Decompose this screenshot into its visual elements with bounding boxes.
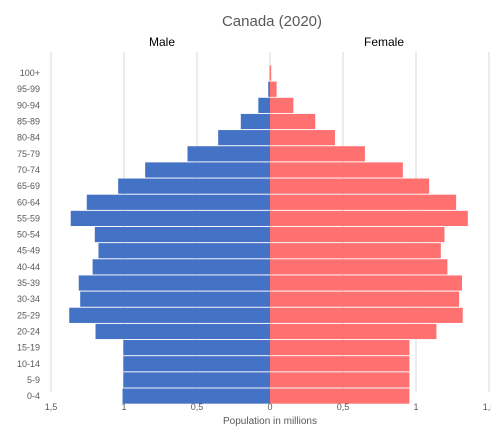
female-bar-75-79 — [270, 146, 365, 162]
female-bar-90-94 — [270, 97, 294, 113]
female-bar-80-84 — [270, 130, 335, 146]
female-bar-20-24 — [270, 323, 437, 340]
chart-title: Canada (2020) — [222, 13, 322, 30]
male-bar-10-14 — [123, 356, 271, 372]
age-group-label: 35-39 — [17, 278, 40, 288]
x-tick-label: 1 — [413, 402, 418, 412]
male-bar-25-29 — [69, 307, 270, 323]
age-group-label: 25-29 — [17, 310, 40, 320]
age-group-label: 100+ — [20, 68, 40, 78]
female-bar-70-74 — [270, 162, 403, 178]
age-group-label: 5-9 — [27, 375, 40, 385]
x-tick-label: 1,5 — [483, 402, 491, 412]
male-bar-35-39 — [78, 275, 271, 291]
age-group-label: 70-74 — [17, 165, 40, 175]
female-bar-55-59 — [270, 210, 468, 227]
age-group-label: 85-89 — [17, 117, 40, 127]
age-group-label: 55-59 — [17, 213, 40, 223]
female-bar-0-4 — [270, 388, 410, 404]
male-bar-80-84 — [218, 130, 270, 146]
age-group-label: 0-4 — [27, 391, 40, 401]
x-tick-label: 1,5 — [45, 402, 58, 412]
male-bar-50-54 — [94, 226, 270, 243]
male-bar-70-74 — [145, 162, 270, 178]
male-bar-0-4 — [122, 388, 270, 404]
x-tick-label: 0,5 — [337, 402, 350, 412]
female-bar-5-9 — [270, 372, 410, 388]
female-label: Female — [364, 35, 404, 49]
female-bar-45-49 — [270, 243, 441, 259]
female-bar-50-54 — [270, 226, 445, 243]
female-bar-65-69 — [270, 178, 430, 194]
male-bar-30-34 — [80, 291, 270, 307]
male-bar-60-64 — [86, 194, 271, 210]
male-bar-55-59 — [70, 210, 271, 227]
female-bar-95-99 — [270, 81, 277, 97]
age-group-label: 95-99 — [17, 84, 40, 94]
male-bar-5-9 — [123, 372, 271, 388]
x-tick-label: 1 — [121, 402, 126, 412]
age-group-label: 20-24 — [17, 326, 40, 336]
age-group-label: 15-19 — [17, 343, 40, 353]
female-bar-100+ — [270, 65, 272, 81]
age-group-label: 65-69 — [17, 181, 40, 191]
age-group-label: 90-94 — [17, 100, 40, 110]
female-bar-40-44 — [270, 259, 448, 275]
male-bar-95-99 — [268, 81, 270, 97]
female-bar-15-19 — [270, 340, 410, 356]
x-axis-title: Population in millions — [223, 416, 317, 427]
male-bar-65-69 — [118, 178, 270, 194]
bars — [69, 65, 468, 404]
male-bar-75-79 — [187, 146, 270, 162]
female-bar-30-34 — [270, 291, 460, 307]
male-bar-45-49 — [98, 243, 270, 259]
age-group-label: 30-34 — [17, 294, 40, 304]
male-bar-90-94 — [258, 97, 270, 113]
male-bar-15-19 — [123, 340, 271, 356]
male-bar-40-44 — [92, 259, 270, 275]
age-group-label: 50-54 — [17, 230, 40, 240]
age-group-label: 40-44 — [17, 262, 40, 272]
female-bar-10-14 — [270, 356, 410, 372]
male-bar-20-24 — [95, 323, 270, 340]
age-labels: 100+ 95-99 90-94 85-89 80-84 75-79 70-74 65-69 6… — [17, 68, 40, 401]
age-group-label: 60-64 — [17, 197, 40, 207]
female-bar-60-64 — [270, 194, 457, 210]
male-bar-85-89 — [240, 113, 270, 130]
female-bar-85-89 — [270, 113, 316, 130]
age-group-label: 80-84 — [17, 133, 40, 143]
male-label: Male — [149, 35, 175, 49]
age-group-label: 75-79 — [17, 149, 40, 159]
female-bar-35-39 — [270, 275, 462, 291]
x-tick-label: 0,5 — [191, 402, 204, 412]
x-tick-label: 0 — [267, 402, 272, 412]
age-group-label: 10-14 — [17, 359, 40, 369]
x-tick-labels: 1,5 1 0,5 0 0,5 1 1,5 — [45, 402, 491, 412]
female-bar-25-29 — [270, 307, 463, 323]
age-group-label: 45-49 — [17, 246, 40, 256]
